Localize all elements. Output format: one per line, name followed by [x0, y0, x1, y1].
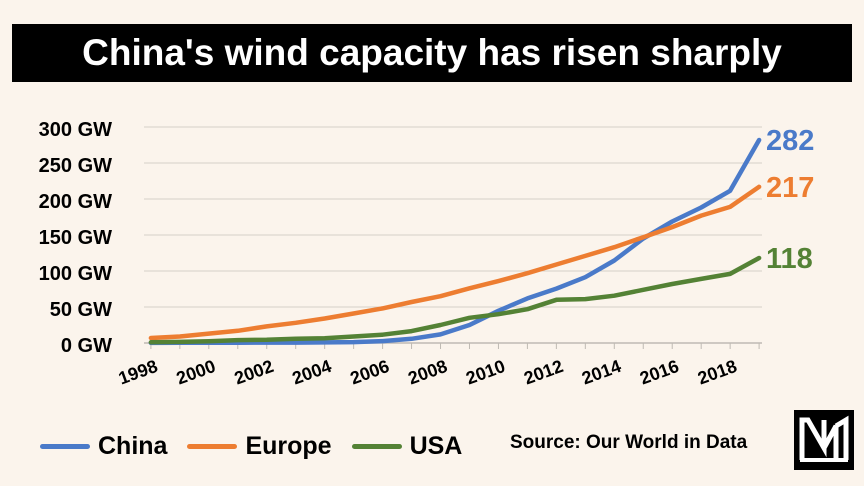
end-label-china: 282: [766, 125, 814, 157]
series-line-europe: [148, 184, 762, 341]
legend-label: Europe: [245, 431, 332, 460]
legend-swatch: [40, 443, 90, 449]
legend-label: USA: [409, 431, 463, 460]
end-label-europe: 217: [766, 172, 814, 204]
source-note: Source: Our World in Data: [510, 432, 748, 453]
series-line-china: [148, 137, 762, 346]
x-tick-label: 2018: [695, 356, 739, 388]
x-tick-label: 2012: [521, 356, 565, 388]
y-tick-label: 200 GW: [39, 191, 112, 213]
x-tick-label: 2004: [290, 356, 334, 388]
legend-swatch: [187, 443, 238, 449]
y-tick-label: 150 GW: [39, 227, 112, 249]
gridlines: [144, 126, 762, 308]
x-tick-label: 2002: [232, 356, 276, 388]
x-tick-label: 2008: [405, 356, 449, 388]
legend: China Europe USA: [40, 428, 482, 464]
x-tick-label: 2010: [463, 356, 507, 388]
series-line-usa: [148, 255, 762, 345]
series-lines: [148, 137, 762, 346]
x-tick-label: 1998: [116, 356, 160, 388]
legend-item-europe: Europe: [187, 431, 332, 461]
chart-title: China's wind capacity has risen sharply: [12, 24, 852, 82]
labels: 0 GW 50 GW 100 GW 150 GW 200 GW 250 GW 300 GW 1…: [39, 119, 815, 388]
y-tick-label: 0 GW: [61, 335, 112, 357]
x-tick-label: 2014: [579, 356, 623, 388]
y-tick-label: 300 GW: [39, 119, 112, 141]
brand-logo: [794, 410, 854, 470]
nm-logo-icon: [799, 415, 849, 462]
x-tick-label: 2006: [347, 356, 391, 388]
y-tick-label: 50 GW: [50, 299, 112, 321]
x-tick-label: 2000: [174, 356, 218, 388]
legend-item-china: China: [40, 432, 167, 461]
x-tick-label: 2016: [637, 356, 681, 388]
legend-item-usa: USA: [351, 431, 463, 461]
legend-swatch: [351, 443, 402, 449]
legend-label: China: [98, 431, 168, 460]
y-tick-label: 250 GW: [39, 155, 112, 177]
end-label-usa: 118: [766, 243, 813, 275]
y-tick-label: 100 GW: [39, 263, 112, 285]
